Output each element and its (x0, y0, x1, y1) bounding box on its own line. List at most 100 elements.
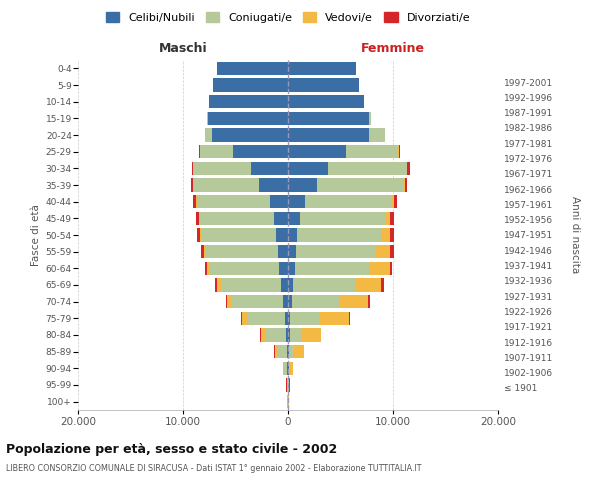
Bar (204, 245, 206, 258)
Bar (288, 262, 295, 275)
Bar (298, 228, 382, 241)
Bar (196, 195, 197, 208)
Bar (208, 112, 288, 125)
Bar (211, 262, 278, 275)
Bar (392, 195, 394, 208)
Bar (288, 245, 296, 258)
Bar (288, 178, 317, 192)
Bar (317, 178, 404, 192)
Bar (286, 328, 288, 342)
Bar (355, 278, 382, 291)
Bar (205, 128, 212, 141)
Bar (288, 195, 305, 208)
Bar (201, 228, 277, 241)
Bar (227, 295, 232, 308)
Bar (199, 212, 200, 225)
Bar (390, 228, 394, 241)
Bar (197, 195, 270, 208)
Bar (289, 345, 295, 358)
Bar (302, 328, 321, 342)
Bar (394, 195, 397, 208)
Bar (214, 78, 288, 92)
Text: Popolazione per età, sesso e stato civile - 2002: Popolazione per età, sesso e stato civil… (6, 442, 337, 456)
Bar (398, 145, 400, 158)
Text: Maschi: Maschi (158, 42, 208, 55)
Bar (205, 262, 207, 275)
Bar (201, 245, 204, 258)
Bar (232, 295, 283, 308)
Bar (404, 178, 407, 192)
Bar (349, 312, 350, 325)
Bar (206, 245, 277, 258)
Bar (328, 162, 407, 175)
Bar (288, 78, 359, 92)
Bar (295, 345, 304, 358)
Bar (339, 295, 368, 308)
Bar (284, 362, 287, 375)
Bar (193, 162, 251, 175)
Bar (290, 328, 302, 342)
Bar (270, 195, 288, 208)
Bar (369, 112, 371, 125)
Bar (290, 312, 320, 325)
Bar (288, 212, 299, 225)
Bar (200, 212, 274, 225)
Bar (288, 228, 298, 241)
Bar (292, 295, 339, 308)
Bar (221, 278, 281, 291)
Text: Femmine: Femmine (361, 42, 425, 55)
Bar (407, 162, 410, 175)
Bar (296, 245, 375, 258)
Bar (191, 178, 193, 192)
Bar (346, 145, 398, 158)
Bar (305, 195, 392, 208)
Bar (288, 362, 289, 375)
Bar (390, 212, 394, 225)
Bar (217, 62, 288, 75)
Bar (242, 312, 248, 325)
Bar (251, 162, 288, 175)
Bar (390, 262, 392, 275)
Bar (290, 362, 293, 375)
Bar (207, 112, 208, 125)
Bar (233, 145, 288, 158)
Bar (299, 212, 386, 225)
Bar (193, 178, 259, 192)
Bar (215, 278, 217, 291)
Bar (288, 112, 369, 125)
Bar (285, 312, 288, 325)
Bar (320, 312, 349, 325)
Bar (259, 178, 288, 192)
Bar (277, 245, 288, 258)
Bar (283, 295, 288, 308)
Bar (288, 62, 356, 75)
Bar (226, 295, 227, 308)
Bar (212, 128, 288, 141)
Y-axis label: Fasce di età: Fasce di età (31, 204, 41, 266)
Bar (278, 262, 288, 275)
Bar (368, 295, 370, 308)
Bar (197, 228, 200, 241)
Bar (200, 228, 201, 241)
Bar (288, 162, 328, 175)
Bar (369, 128, 385, 141)
Bar (209, 95, 288, 108)
Bar (207, 262, 210, 275)
Bar (390, 245, 394, 258)
Bar (217, 278, 221, 291)
Bar (288, 345, 289, 358)
Bar (241, 312, 242, 325)
Y-axis label: Anni di nascita: Anni di nascita (570, 196, 580, 274)
Bar (382, 228, 390, 241)
Bar (369, 262, 390, 275)
Bar (288, 312, 290, 325)
Bar (266, 328, 286, 342)
Bar (199, 145, 200, 158)
Bar (287, 362, 288, 375)
Bar (288, 295, 292, 308)
Bar (277, 228, 288, 241)
Bar (288, 328, 290, 342)
Bar (275, 345, 277, 358)
Bar (295, 262, 369, 275)
Bar (289, 362, 290, 375)
